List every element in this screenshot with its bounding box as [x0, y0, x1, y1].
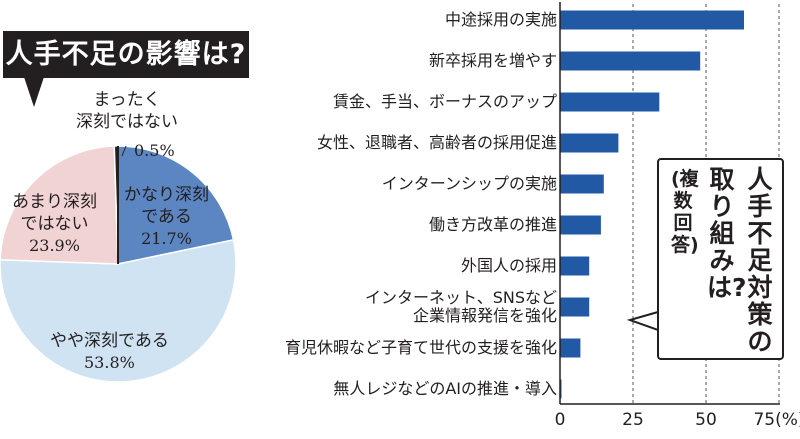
bar-label-7-line0: インターネット、SNSなど — [365, 288, 557, 307]
slice-pct-none-value: 0.5% — [134, 141, 175, 160]
bar-0 — [560, 10, 744, 30]
bar-chart-title-box: 人手不足対策の 取り組みは? (複数回答) — [657, 158, 784, 360]
pie-slice-very — [117, 145, 235, 265]
bar-title-col1: 人手不足対策の — [747, 165, 773, 356]
pie-title-pointer — [24, 77, 44, 107]
slice-label-not-very-line2: ではない — [20, 214, 89, 234]
bar-title-col2: 取り組みは? — [707, 165, 747, 302]
tick-label-75: 75(%) — [753, 410, 800, 430]
tick-label-0: 0 — [554, 410, 566, 430]
bar-4 — [560, 174, 604, 194]
bar-label-4-line0: インターンシップの実施 — [381, 174, 557, 193]
pie-slice-somewhat — [0, 238, 237, 383]
slice-label-not-very: あまり深刻 ではない 23.9% — [12, 191, 97, 257]
slice-label-none-line1: まったく — [93, 90, 161, 110]
bar-label-1: 新卒採用を増やす — [429, 52, 557, 70]
bar-2 — [560, 92, 660, 112]
bar-label-6: 外国人の採用 — [461, 257, 557, 275]
slice-pct-not-very: 23.9% — [29, 236, 80, 255]
bar-6 — [560, 256, 590, 276]
bar-3 — [560, 133, 619, 153]
slice-label-somewhat-line1: やや深刻である — [50, 331, 169, 351]
slice-pct-very: 21.7% — [141, 229, 192, 248]
bar-title-col3: (複数回答) — [671, 168, 699, 256]
bar-label-2: 賃金、手当、ボーナスのアップ — [333, 93, 557, 111]
slice-label-none: まったく 深刻ではない — [76, 89, 178, 133]
bar-label-0-line0: 中途採用の実施 — [444, 10, 557, 29]
bar-label-7-line1: 企業情報発信を強化 — [412, 306, 557, 325]
slice-pct-somewhat: 53.8% — [84, 353, 135, 372]
bar-5 — [560, 215, 601, 235]
bar-label-0: 中途採用の実施 — [445, 11, 557, 29]
slice-none-leader-line — [121, 145, 127, 157]
bar-1 — [560, 51, 701, 71]
bar-label-8-line0: 育児休暇など子育て世代の支援を強化 — [284, 338, 557, 357]
bar-label-6-line0: 外国人の採用 — [460, 256, 557, 275]
bar-label-2-line0: 賃金、手当、ボーナスのアップ — [332, 92, 557, 111]
bar-label-1-line0: 新卒採用を増やす — [428, 51, 557, 70]
bar-label-8: 育児休暇など子育て世代の支援を強化 — [285, 339, 557, 357]
bar-label-4: インターンシップの実施 — [382, 175, 557, 193]
bar-label-7: インターネット、SNSなど 企業情報発信を強化 — [365, 289, 557, 325]
bar-label-3: 女性、退職者、高齢者の採用促進 — [317, 134, 557, 152]
bar-label-9: 無人レジなどのAIの推進・導入 — [333, 380, 557, 398]
bar-7 — [560, 297, 590, 317]
slice-label-very: かなり深刻 である 21.7% — [124, 184, 209, 250]
tick-label-25: 25 — [622, 410, 644, 430]
bar-label-9-line0: 無人レジなどのAIの推進・導入 — [333, 379, 557, 398]
bar-label-5-line0: 働き方改革の推進 — [428, 215, 557, 234]
bar-8 — [560, 338, 581, 358]
bar-label-5: 働き方改革の推進 — [429, 216, 557, 234]
slice-pct-none: 0.5% — [134, 140, 175, 162]
bar-title-pointer — [626, 310, 659, 332]
tick-label-50: 50 — [695, 410, 717, 430]
pie-title: 人手不足の影響は? — [3, 31, 249, 78]
slice-label-very-line2: である — [141, 207, 192, 227]
slice-label-very-line1: かなり深刻 — [124, 185, 209, 205]
pie-slice-not-very — [0, 145, 119, 265]
bar-label-3-line0: 女性、退職者、高齢者の採用促進 — [316, 133, 557, 152]
slice-label-not-very-line1: あまり深刻 — [12, 192, 97, 212]
slice-label-none-line2: 深刻ではない — [76, 112, 178, 132]
slice-label-somewhat: やや深刻である 53.8% — [50, 330, 169, 374]
